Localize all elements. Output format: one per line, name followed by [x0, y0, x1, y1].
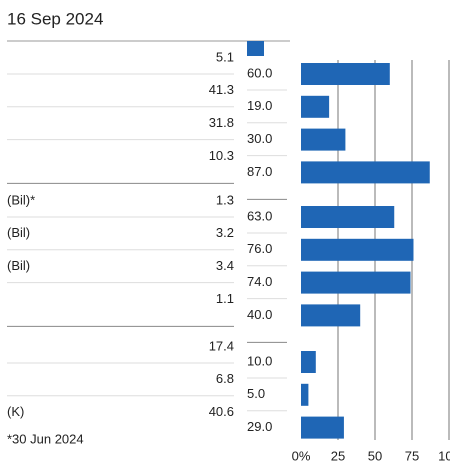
bar	[301, 238, 414, 261]
bar	[301, 271, 411, 294]
bar	[301, 63, 390, 85]
row-value: 17.4	[209, 338, 234, 353]
row-value: 3.2	[216, 225, 234, 240]
bar-label: 30.0	[247, 131, 272, 146]
bar-label: 76.0	[247, 241, 272, 256]
x-tick-label: 0%	[292, 448, 311, 461]
row-label: (Bil)*	[7, 192, 35, 207]
bar	[301, 206, 395, 228]
bar-label: 74.0	[247, 274, 272, 289]
legend-swatch	[247, 41, 264, 56]
row-value: 3.4	[216, 258, 234, 273]
bar	[301, 128, 346, 151]
bar-label: 29.0	[247, 419, 272, 434]
row-label: (Bil)	[7, 258, 30, 273]
bar	[301, 95, 330, 118]
row-value: 6.8	[216, 371, 234, 386]
bar-label: 10.0	[247, 353, 272, 368]
bar-label: 60.0	[247, 65, 272, 80]
bar	[301, 161, 430, 184]
row-value: 31.8	[209, 115, 234, 130]
x-tick-label: 50	[368, 448, 382, 461]
bar-label: 63.0	[247, 208, 272, 223]
row-value: 40.6	[209, 404, 234, 419]
row-value: 10.3	[209, 148, 234, 163]
bar-label: 19.0	[247, 98, 272, 113]
row-label: (K)	[7, 404, 24, 419]
row-value: 1.1	[216, 291, 234, 306]
bar	[301, 351, 316, 373]
row-value: 41.3	[209, 82, 234, 97]
date: 16 Sep 2024	[7, 9, 103, 28]
row-label: (Bil)	[7, 225, 30, 240]
bar-label: 40.0	[247, 307, 272, 322]
x-tick-label: 25	[331, 448, 345, 461]
row-value: 5.1	[216, 49, 234, 64]
bar-label: 87.0	[247, 164, 272, 179]
row-value: 1.3	[216, 192, 234, 207]
bar	[301, 383, 309, 406]
x-tick-label: 75	[405, 448, 419, 461]
footnote: *30 Jun 2024	[7, 431, 84, 446]
x-tick-label: 100	[438, 448, 450, 461]
bar-label: 5.0	[247, 386, 265, 401]
bar	[301, 304, 361, 327]
bar	[301, 416, 344, 439]
